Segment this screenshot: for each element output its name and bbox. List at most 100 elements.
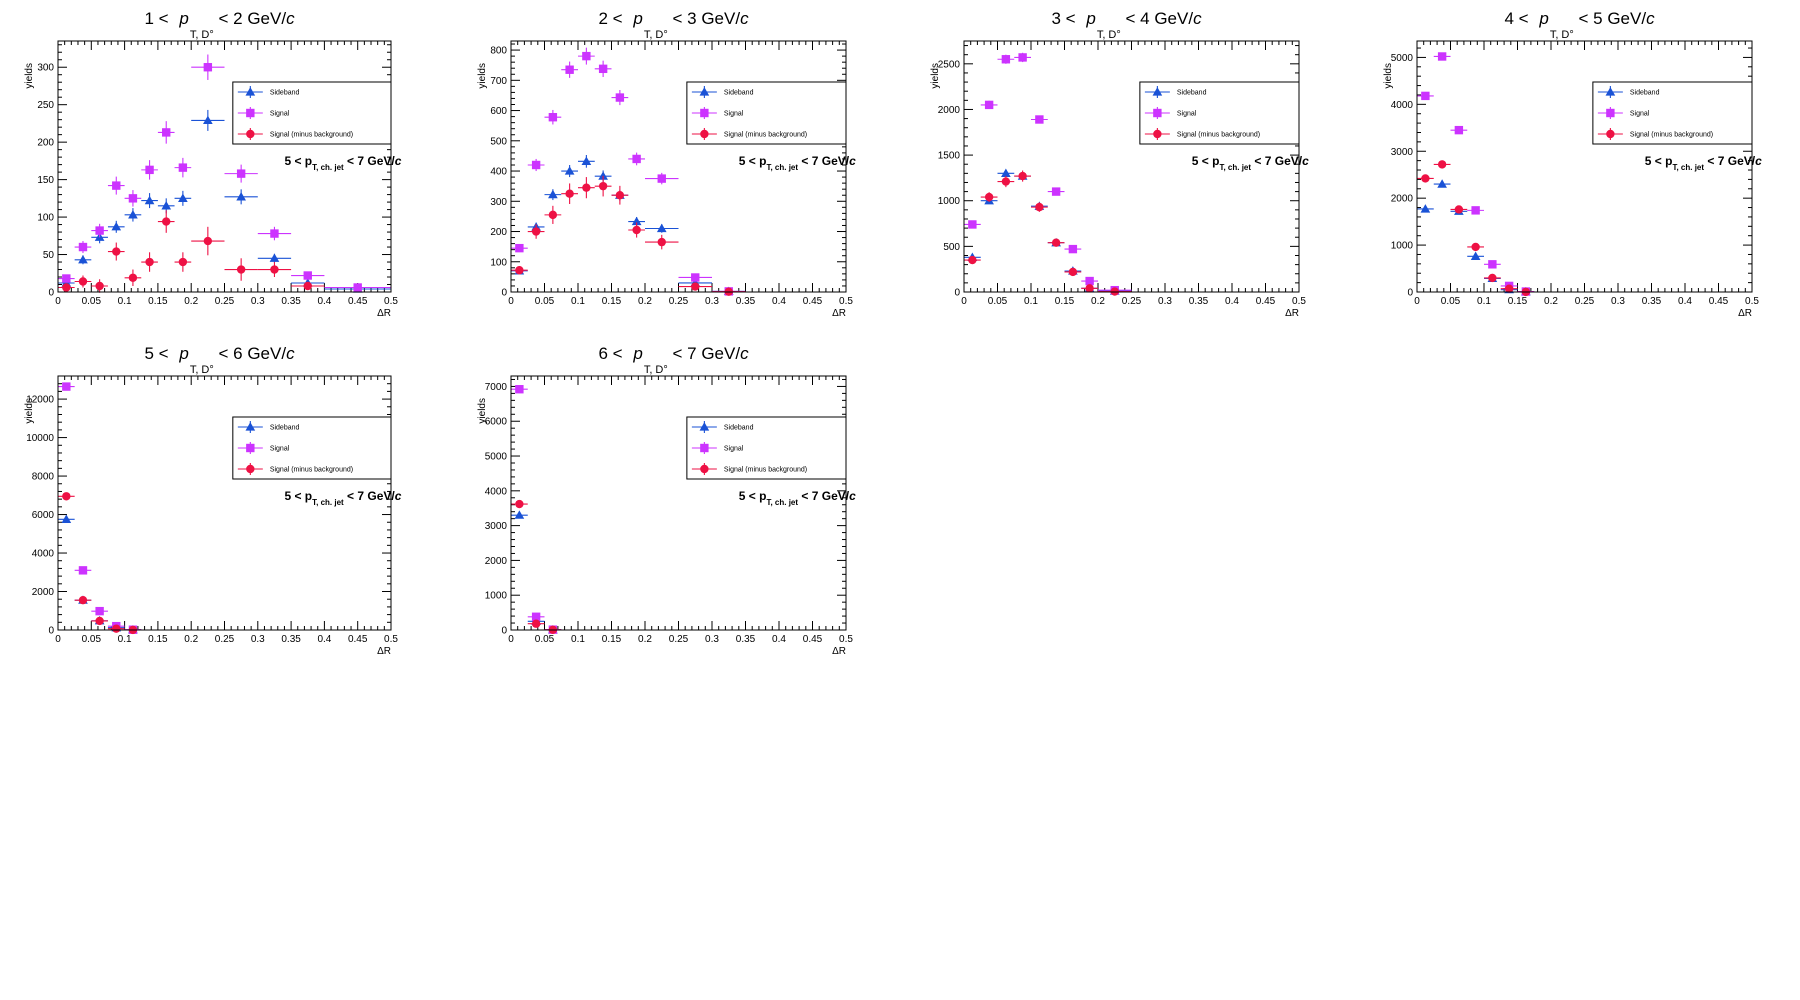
x-tick-label: 0	[961, 296, 967, 307]
legend-marker	[1606, 108, 1615, 118]
data-point	[1471, 206, 1480, 215]
legend-label: Signal	[1630, 111, 1650, 118]
y-tick-label: 300	[490, 197, 507, 208]
legend-marker	[699, 422, 710, 431]
y-tick-label: 0	[501, 288, 507, 299]
y-axis-label: yields	[24, 63, 35, 89]
data-point	[1504, 284, 1514, 293]
jet-pt-annotation: 5 < pT, ch. jet < 7 GeV/c	[284, 154, 401, 172]
plot-frame	[510, 375, 847, 631]
legend-label: Sideband	[270, 90, 300, 97]
data-point	[565, 189, 574, 198]
data-point	[615, 93, 625, 102]
data-series	[58, 514, 142, 634]
x-tick-label: 0.45	[803, 296, 823, 307]
x-tick-label: 0.25	[669, 634, 689, 645]
x-tick-label: 0.05	[535, 296, 555, 307]
chart-panel: 2 < pT, D° < 3 GeV/c yields ΔR 0 0.05 0.1 0.15…	[477, 9, 856, 319]
y-tick-label: 0	[48, 626, 54, 637]
data-point	[1068, 267, 1078, 277]
x-tick-label: 0.3	[251, 296, 265, 307]
legend-label: Signal (minus background)	[1630, 132, 1713, 139]
data-point	[270, 265, 279, 274]
y-tick-label: 200	[37, 138, 54, 149]
data-series	[1417, 160, 1535, 297]
y-tick-label: 0	[1407, 288, 1413, 299]
y-tick-label: 2000	[1391, 194, 1414, 205]
data-point	[565, 65, 574, 74]
jet-label-unit: c	[1302, 154, 1309, 168]
data-point	[548, 210, 558, 220]
jet-label-tail: < 7 GeV/	[798, 154, 850, 168]
chart-panel: 1 < pT, D° < 2 GeV/c yields ΔR 0 0.05 0.1 0.15…	[24, 9, 402, 319]
plot-frame	[57, 40, 392, 293]
title-range-low: 3 <	[1052, 9, 1081, 28]
chart-title: 6 < pT, D° < 7 GeV/c	[599, 344, 750, 376]
x-tick-label: 0.2	[638, 296, 652, 307]
plot-frame	[510, 40, 847, 293]
data-point	[531, 227, 541, 236]
x-tick-label: 0.4	[1678, 296, 1692, 307]
legend-label: Signal (minus background)	[1177, 132, 1260, 139]
y-tick-label: 250	[37, 100, 54, 111]
chart-title: 3 < pT, D° < 4 GeV/c	[1052, 9, 1203, 41]
data-point	[144, 195, 155, 205]
legend-marker	[700, 129, 709, 139]
x-tick-label: 0.4	[772, 296, 786, 307]
x-tick-label: 0.35	[1189, 296, 1209, 307]
data-series	[964, 170, 1132, 296]
y-tick-label: 4000	[485, 486, 508, 497]
x-tick-label: 0.35	[736, 296, 756, 307]
x-axis-label: ΔR	[1285, 308, 1299, 319]
data-point	[1001, 177, 1011, 186]
jet-label-unit: c	[849, 154, 856, 168]
x-tick-label: 0.3	[705, 296, 719, 307]
x-tick-label: 0.3	[705, 634, 719, 645]
x-tick-label: 0.45	[348, 296, 368, 307]
y-tick-label: 2000	[32, 587, 55, 598]
x-tick-label: 0	[508, 296, 514, 307]
x-tick-label: 0.1	[1477, 296, 1491, 307]
jet-label-main: 5 < p	[739, 489, 767, 503]
y-tick-label: 1000	[485, 591, 508, 602]
y-tick-label: 6000	[32, 510, 55, 521]
data-series	[964, 168, 1132, 295]
data-point	[581, 156, 592, 165]
legend-label: Signal (minus background)	[724, 132, 807, 139]
x-tick-label: 0.15	[148, 296, 168, 307]
legend-marker	[700, 108, 709, 118]
data-series	[58, 382, 142, 634]
x-tick-label: 0.15	[148, 634, 168, 645]
title-range-low: 5 <	[145, 344, 174, 363]
jet-label-subscript: T, ch. jet	[312, 498, 344, 507]
data-point	[531, 160, 541, 170]
y-tick-label: 0	[954, 288, 960, 299]
legend-marker	[246, 108, 255, 118]
data-point	[269, 253, 280, 262]
chart-title: 5 < pT, D° < 6 GeV/c	[145, 344, 296, 376]
plot-frame	[963, 40, 1300, 293]
data-point	[236, 265, 246, 274]
data-point	[1001, 55, 1011, 64]
y-tick-label: 12000	[26, 395, 54, 406]
data-point	[162, 217, 171, 226]
data-point	[531, 612, 541, 621]
data-point	[968, 255, 977, 265]
y-tick-label: 200	[490, 227, 507, 238]
data-point	[95, 616, 104, 626]
data-point	[1454, 205, 1464, 214]
legend-marker	[1606, 129, 1615, 139]
data-point	[515, 385, 524, 394]
data-point	[1437, 179, 1447, 188]
x-tick-label: 0.2	[1091, 296, 1105, 307]
x-tick-label: 0.35	[736, 634, 756, 645]
data-point	[78, 254, 88, 264]
data-point	[161, 201, 172, 210]
title-variable: p	[632, 9, 642, 28]
title-range-low: 2 <	[599, 9, 628, 28]
data-point	[548, 189, 558, 199]
x-tick-label: 0.25	[669, 296, 689, 307]
x-tick-label: 0.4	[1225, 296, 1239, 307]
title-unit: c	[1646, 9, 1655, 28]
data-point	[78, 242, 88, 252]
